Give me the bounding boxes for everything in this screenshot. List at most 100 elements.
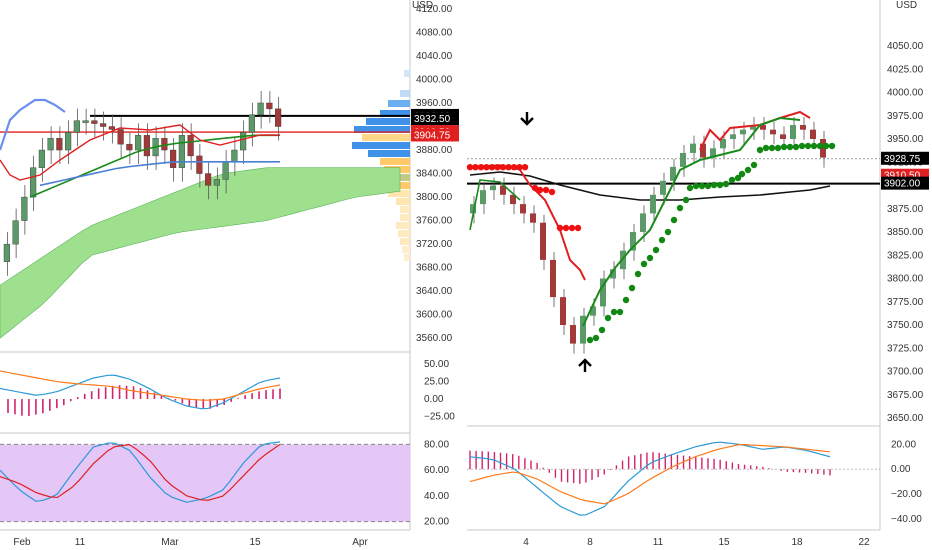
time-tick-label: Apr bbox=[352, 537, 368, 548]
supertrend-red-dot bbox=[505, 164, 512, 171]
supertrend-green-dot bbox=[664, 228, 672, 236]
price-tick-label: 3750.00 bbox=[887, 320, 924, 331]
price-tick-label: 3640.00 bbox=[416, 286, 453, 297]
moving-average-line bbox=[469, 171, 831, 201]
supertrend-red-dot bbox=[521, 164, 529, 171]
volume-profile-bar bbox=[388, 100, 410, 107]
supertrend-red-dot bbox=[548, 188, 556, 196]
price-tick-label: 3725.00 bbox=[887, 343, 924, 354]
time-tick-label: 11 bbox=[653, 537, 664, 548]
volume-profile-bar bbox=[402, 246, 410, 253]
supertrend-red-dot bbox=[562, 224, 570, 232]
candle bbox=[222, 161, 229, 180]
supertrend-green-dot bbox=[622, 296, 630, 304]
candle bbox=[240, 132, 247, 151]
candle bbox=[710, 148, 716, 158]
supertrend-green-dot bbox=[658, 236, 666, 244]
supertrend-green-dot bbox=[798, 142, 806, 150]
supertrend-green-dot bbox=[816, 142, 824, 150]
stoch-d-line bbox=[0, 443, 281, 501]
candle bbox=[275, 108, 282, 127]
volume-profile-bar bbox=[400, 90, 410, 97]
price-tick-label: 3700.00 bbox=[887, 367, 924, 378]
supertrend-green-dot bbox=[750, 161, 758, 169]
volume-profile-bar bbox=[396, 198, 410, 205]
candle bbox=[510, 194, 516, 205]
supertrend-green-dot bbox=[738, 170, 746, 178]
candle bbox=[248, 114, 255, 133]
supertrend-green-dot bbox=[774, 144, 782, 152]
supertrend-red-line bbox=[699, 110, 811, 151]
supertrend-red-dot bbox=[568, 224, 576, 232]
candle bbox=[630, 232, 636, 251]
supertrend-green-dot bbox=[616, 308, 624, 316]
currency-label: USD bbox=[412, 0, 433, 11]
candle bbox=[266, 102, 273, 110]
supertrend-green-dot bbox=[628, 284, 636, 292]
candle bbox=[590, 306, 596, 316]
time-tick-label: 8 bbox=[587, 537, 593, 548]
supertrend-red-dot bbox=[466, 164, 474, 171]
candle bbox=[750, 125, 756, 130]
supertrend-green-dot bbox=[822, 142, 830, 150]
volume-profile-bar bbox=[354, 126, 410, 133]
price-tick-label: 4000.00 bbox=[887, 88, 924, 99]
supertrend-green-line bbox=[582, 116, 801, 327]
supertrend-green-dot bbox=[646, 254, 654, 262]
candle bbox=[520, 204, 526, 214]
candle bbox=[820, 139, 826, 158]
candle bbox=[117, 129, 124, 145]
supertrend-green-line bbox=[469, 179, 521, 231]
candle bbox=[680, 152, 686, 167]
supertrend-green-dot bbox=[780, 143, 788, 151]
supertrend-green-dot bbox=[692, 182, 700, 190]
price-tag-label: 3910.50 bbox=[884, 171, 921, 182]
price-tick-label: 4000.00 bbox=[416, 74, 453, 85]
candle bbox=[550, 259, 556, 298]
price-tick-label: 3950.00 bbox=[887, 134, 924, 145]
candle bbox=[143, 135, 150, 157]
candle bbox=[30, 167, 37, 198]
supertrend-green-dot bbox=[676, 204, 684, 212]
candle bbox=[231, 149, 238, 162]
price-tick-label: 3680.00 bbox=[416, 263, 453, 274]
price-tick-label: 4120.00 bbox=[416, 4, 453, 15]
candle bbox=[610, 269, 616, 279]
price-tick-label: 3760.00 bbox=[416, 216, 453, 227]
volume-profile-bar bbox=[380, 158, 410, 165]
candle bbox=[660, 180, 666, 195]
price-tick-label: 3880.00 bbox=[416, 145, 453, 156]
candle bbox=[770, 129, 776, 135]
macd-tick-label: −20.00 bbox=[891, 489, 922, 500]
supertrend-red-dot bbox=[499, 164, 507, 171]
supertrend-green-dot bbox=[610, 308, 618, 316]
candle bbox=[490, 185, 496, 191]
supertrend-red-dot bbox=[477, 164, 485, 171]
price-tick-label: 3560.00 bbox=[416, 333, 453, 344]
volume-profile-bar bbox=[404, 254, 410, 261]
supertrend-green-dot bbox=[722, 180, 730, 188]
supertrend-green-dot bbox=[744, 166, 752, 174]
price-tick-label: 3840.00 bbox=[416, 169, 453, 180]
stochastic-band bbox=[0, 444, 410, 522]
volume-profile-bar bbox=[396, 222, 410, 229]
candle bbox=[135, 135, 142, 151]
time-tick-label: 4 bbox=[523, 537, 529, 548]
price-tag bbox=[411, 112, 459, 126]
time-tick-label: 15 bbox=[249, 537, 261, 548]
candle bbox=[760, 125, 766, 130]
candle bbox=[196, 155, 203, 174]
stoch-tick-label: 60.00 bbox=[424, 465, 449, 476]
candle bbox=[187, 135, 194, 157]
macd-signal-line bbox=[469, 444, 831, 505]
up-arrow-icon bbox=[578, 358, 592, 372]
price-tick-label: 3825.00 bbox=[887, 250, 924, 261]
price-tick-label: 3675.00 bbox=[887, 390, 924, 401]
candle bbox=[530, 213, 536, 223]
price-tick-label: 4025.00 bbox=[887, 64, 924, 75]
price-tag bbox=[881, 151, 929, 165]
price-tick-label: 3960.00 bbox=[416, 98, 453, 109]
price-tick-label: 4040.00 bbox=[416, 51, 453, 62]
span-line bbox=[0, 98, 66, 151]
candle bbox=[640, 213, 646, 232]
